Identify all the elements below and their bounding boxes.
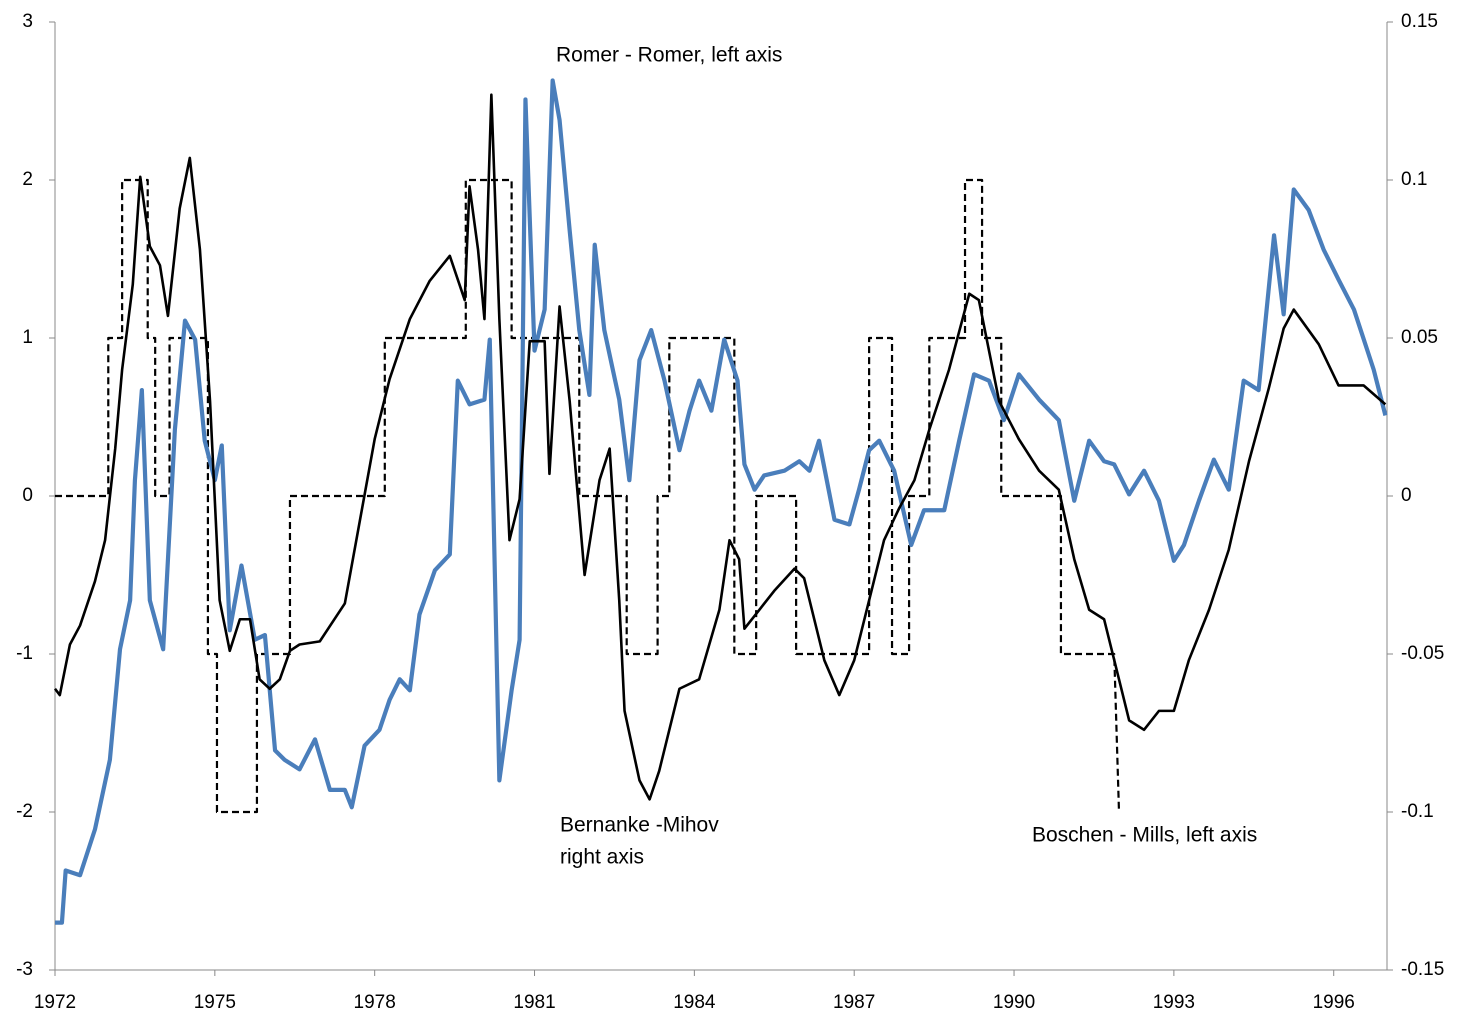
x-tick-label: 1990 [993,992,1035,1013]
annotation: Romer - Romer, left axis [556,44,782,67]
annotation: Bernanke -Mihov [560,814,719,837]
x-tick-label: 1993 [1153,992,1195,1013]
y2-tick-label: 0.05 [1401,327,1438,348]
x-tick-label: 1981 [513,992,555,1013]
y-tick-label: 0 [22,485,33,506]
y2-tick-label: 0 [1401,485,1412,506]
y-tick-label: -3 [16,959,33,980]
y2-tick-label: 0.1 [1401,169,1427,190]
annotation: Boschen - Mills, left axis [1032,824,1257,847]
y2-tick-label: 0.15 [1401,11,1438,32]
y-tick-label: 1 [22,327,33,348]
x-tick-label: 1987 [833,992,875,1013]
y2-tick-label: -0.15 [1401,959,1444,980]
x-tick-label: 1984 [673,992,716,1013]
y2-tick-label: -0.05 [1401,643,1444,664]
y-tick-label: 2 [22,169,33,190]
annotation: right axis [560,846,644,869]
x-tick-label: 1978 [354,992,396,1013]
y-tick-label: 3 [22,11,33,32]
y-tick-label: -1 [16,643,33,664]
series-line [53,93,1387,801]
y-tick-label: -2 [16,801,33,822]
x-tick-label: 1975 [194,992,236,1013]
series-line [55,78,1388,925]
x-tick-label: 1972 [34,992,76,1013]
series-line [55,178,1121,814]
y2-tick-label: -0.1 [1401,801,1434,822]
x-tick-label: 1996 [1313,992,1355,1013]
